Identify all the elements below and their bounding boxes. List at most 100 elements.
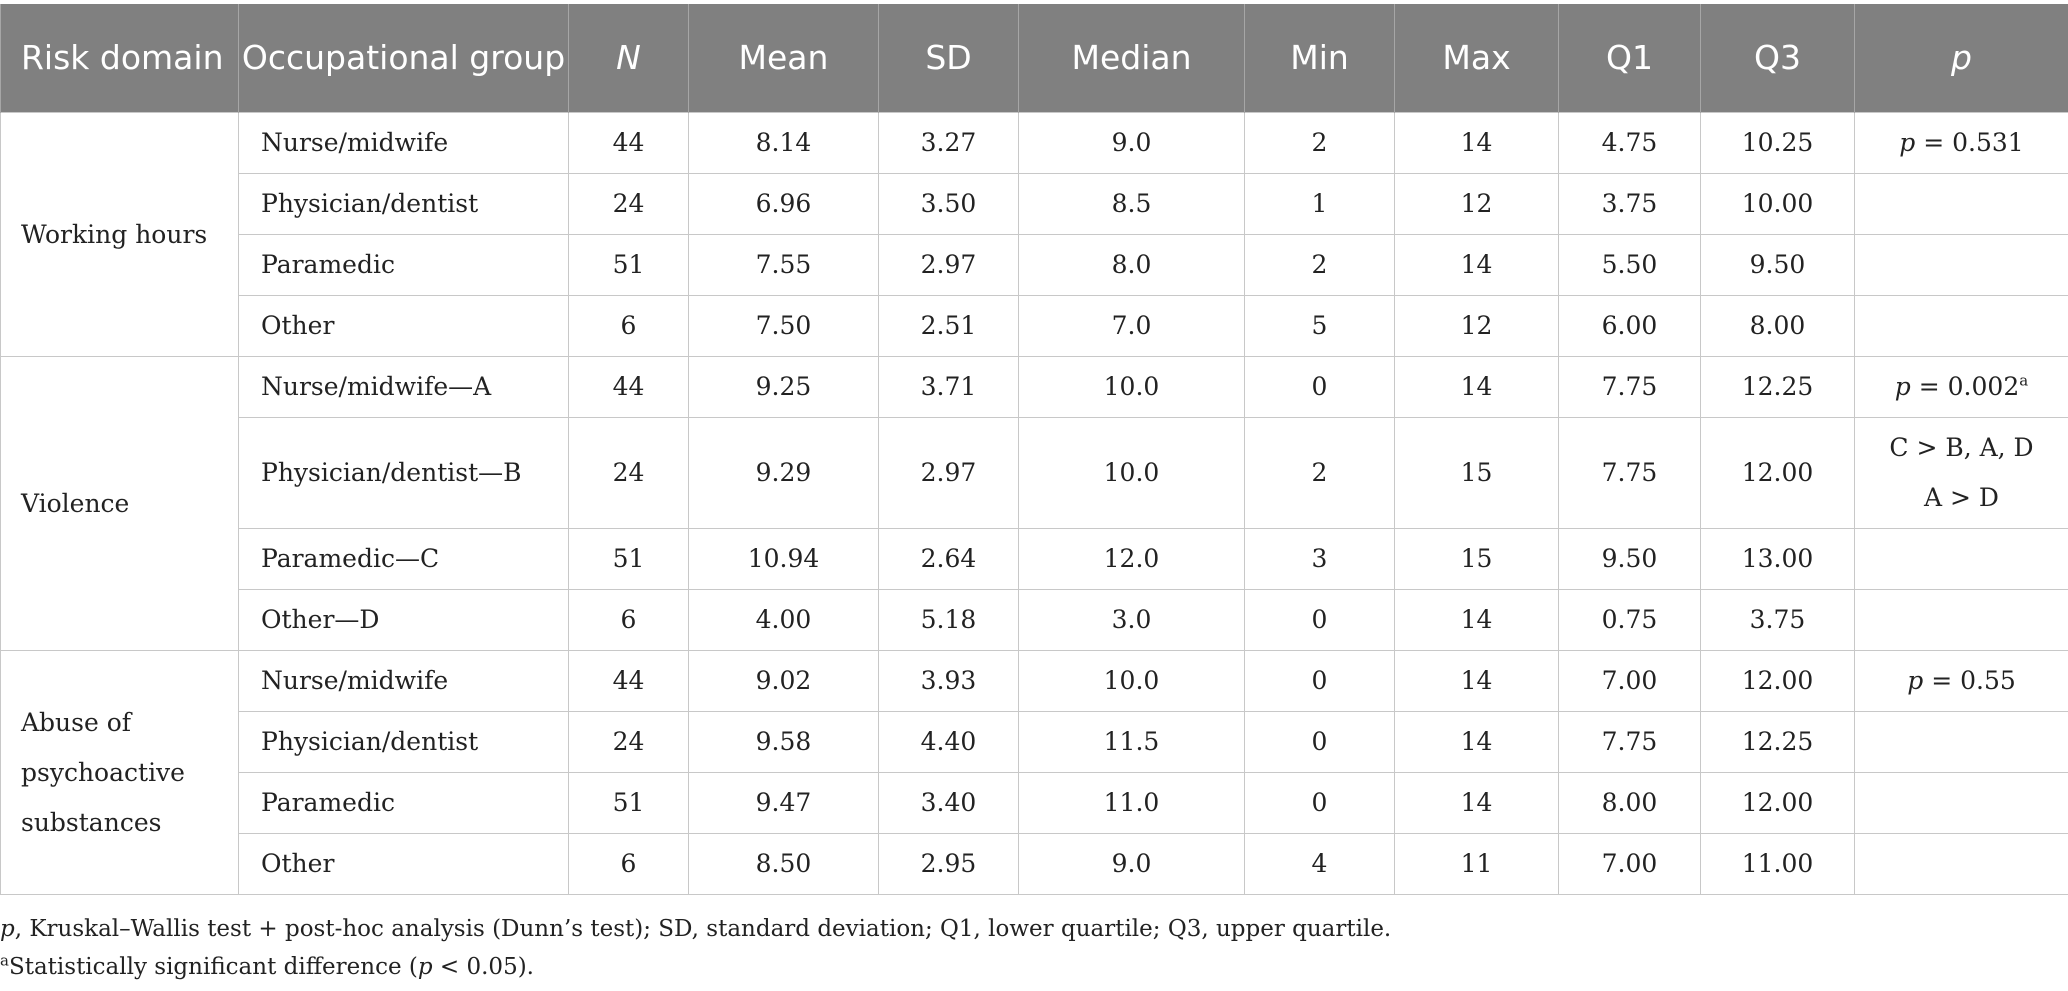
header-median: Median xyxy=(1018,4,1245,113)
median-cell: 9.0 xyxy=(1018,112,1245,174)
max-cell: 11 xyxy=(1394,833,1559,895)
header-row: Risk domain Occupational group N Mean SD… xyxy=(0,4,2068,113)
sd-cell: 2.97 xyxy=(878,417,1019,529)
header-n: N xyxy=(568,4,689,113)
footnote-threshold: < 0.05). xyxy=(432,954,534,980)
sd-cell: 3.50 xyxy=(878,173,1019,235)
min-cell: 2 xyxy=(1244,112,1395,174)
sd-cell: 2.97 xyxy=(878,234,1019,296)
min-cell: 0 xyxy=(1244,356,1395,418)
results-table: Risk domain Occupational group N Mean SD… xyxy=(0,4,2068,895)
max-cell: 14 xyxy=(1394,589,1559,651)
q1-cell: 7.75 xyxy=(1558,356,1701,418)
q1-cell: 4.75 xyxy=(1558,112,1701,174)
min-cell: 0 xyxy=(1244,711,1395,773)
mean-cell: 10.94 xyxy=(688,528,879,590)
sd-cell: 2.95 xyxy=(878,833,1019,895)
q1-cell: 7.00 xyxy=(1558,833,1701,895)
min-cell: 0 xyxy=(1244,589,1395,651)
header-risk-domain: Risk domain xyxy=(0,4,239,113)
mean-cell: 9.25 xyxy=(688,356,879,418)
header-q3: Q3 xyxy=(1700,4,1855,113)
median-cell: 9.0 xyxy=(1018,833,1245,895)
max-cell: 12 xyxy=(1394,295,1559,357)
header-sd: SD xyxy=(878,4,1019,113)
max-cell: 14 xyxy=(1394,650,1559,712)
group-cell: Nurse/midwife xyxy=(238,650,569,712)
n-cell: 51 xyxy=(568,772,689,834)
p-symbol: p xyxy=(1907,666,1924,695)
footnote-abbreviations: p, Kruskal–Wallis test + post-hoc analys… xyxy=(0,910,2068,948)
q1-cell: 3.75 xyxy=(1558,173,1701,235)
median-cell: 11.5 xyxy=(1018,711,1245,773)
p-value: = 0.531 xyxy=(1915,128,2024,157)
q3-cell: 10.25 xyxy=(1700,112,1855,174)
table-row: Physician/dentist—B 24 9.29 2.97 10.0 2 … xyxy=(1,417,2068,529)
median-cell: 12.0 xyxy=(1018,528,1245,590)
table-row: Physician/dentist 24 9.58 4.40 11.5 0 14… xyxy=(1,711,2068,773)
footnote-significance: aStatistically significant difference (p… xyxy=(0,948,2068,986)
header-q1: Q1 xyxy=(1558,4,1701,113)
q3-cell: 12.00 xyxy=(1700,772,1855,834)
median-cell: 10.0 xyxy=(1018,356,1245,418)
max-cell: 14 xyxy=(1394,112,1559,174)
mean-cell: 6.96 xyxy=(688,173,879,235)
mean-cell: 8.14 xyxy=(688,112,879,174)
min-cell: 0 xyxy=(1244,650,1395,712)
min-cell: 5 xyxy=(1244,295,1395,357)
group-cell: Nurse/midwife xyxy=(238,112,569,174)
footnote-p-symbol: p xyxy=(0,916,15,942)
mean-cell: 9.02 xyxy=(688,650,879,712)
risk-domain-cell: Abuse of psychoactive substances xyxy=(0,650,239,895)
group-cell: Physician/dentist—B xyxy=(238,417,569,529)
header-p: p xyxy=(1854,4,2068,113)
p-value-cell xyxy=(1854,711,2068,773)
n-cell: 24 xyxy=(568,173,689,235)
q1-cell: 0.75 xyxy=(1558,589,1701,651)
max-cell: 14 xyxy=(1394,772,1559,834)
min-cell: 2 xyxy=(1244,417,1395,529)
group-cell: Physician/dentist xyxy=(238,711,569,773)
group-cell: Other—D xyxy=(238,589,569,651)
sd-cell: 4.40 xyxy=(878,711,1019,773)
q3-cell: 10.00 xyxy=(1700,173,1855,235)
mean-cell: 8.50 xyxy=(688,833,879,895)
q3-cell: 12.25 xyxy=(1700,356,1855,418)
group-cell: Other xyxy=(238,295,569,357)
median-cell: 10.0 xyxy=(1018,417,1245,529)
p-value-cell xyxy=(1854,173,2068,235)
max-cell: 15 xyxy=(1394,417,1559,529)
footnote-abbreviations-text: , Kruskal–Wallis test + post-hoc analysi… xyxy=(14,916,1392,942)
q1-cell: 7.75 xyxy=(1558,711,1701,773)
q1-cell: 5.50 xyxy=(1558,234,1701,296)
p-value-cell: p = 0.55 xyxy=(1854,650,2068,712)
n-cell: 6 xyxy=(568,589,689,651)
p-value-cell: p = 0.531 xyxy=(1854,112,2068,174)
q3-cell: 8.00 xyxy=(1700,295,1855,357)
table-row: Paramedic 51 9.47 3.40 11.0 0 14 8.00 12… xyxy=(1,772,2068,834)
max-cell: 15 xyxy=(1394,528,1559,590)
header-occupational-group: Occupational group xyxy=(238,4,569,113)
q1-cell: 7.75 xyxy=(1558,417,1701,529)
median-cell: 11.0 xyxy=(1018,772,1245,834)
table-row: Violence Nurse/midwife—A 44 9.25 3.71 10… xyxy=(0,356,2068,651)
q3-cell: 13.00 xyxy=(1700,528,1855,590)
min-cell: 4 xyxy=(1244,833,1395,895)
header-mean: Mean xyxy=(688,4,879,113)
mean-cell: 9.58 xyxy=(688,711,879,773)
n-cell: 6 xyxy=(568,833,689,895)
n-cell: 51 xyxy=(568,234,689,296)
group-cell: Paramedic xyxy=(238,772,569,834)
max-cell: 12 xyxy=(1394,173,1559,235)
sd-cell: 2.64 xyxy=(878,528,1019,590)
q3-cell: 12.00 xyxy=(1700,650,1855,712)
n-cell: 44 xyxy=(568,356,689,418)
q3-cell: 12.25 xyxy=(1700,711,1855,773)
mean-cell: 7.50 xyxy=(688,295,879,357)
table-row: Paramedic 51 7.55 2.97 8.0 2 14 5.50 9.5… xyxy=(1,234,2068,296)
n-cell: 6 xyxy=(568,295,689,357)
posthoc-cell: C > B, A, D A > D xyxy=(1854,417,2068,529)
min-cell: 3 xyxy=(1244,528,1395,590)
risk-domain-line: Abuse of xyxy=(21,707,132,737)
p-value: = 0.002 xyxy=(1910,372,2020,401)
